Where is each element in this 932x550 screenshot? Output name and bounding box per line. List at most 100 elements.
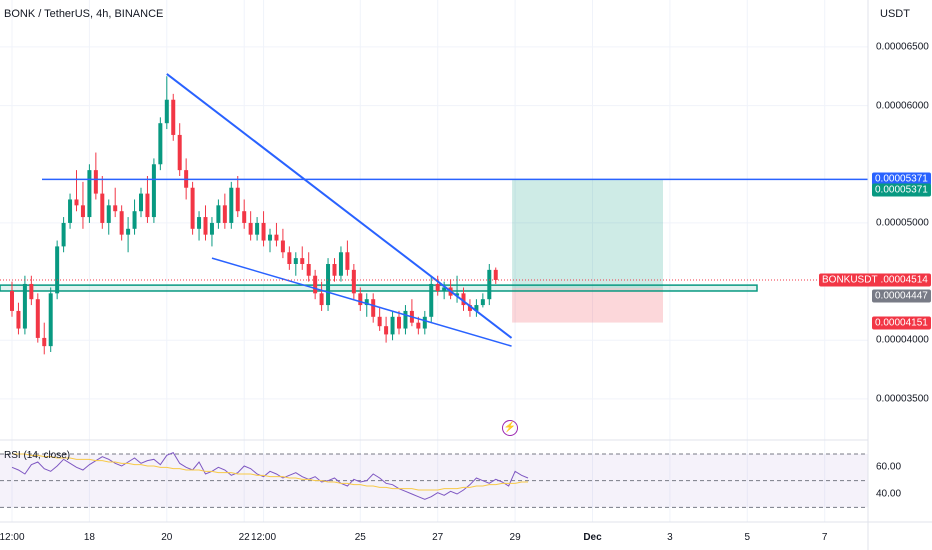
price-tick: 0.00004000 <box>876 334 929 346</box>
candle-body <box>197 217 202 229</box>
drawings <box>0 73 868 347</box>
candle-body <box>306 264 311 276</box>
candle-body <box>280 240 285 253</box>
candle-body <box>132 211 137 229</box>
candle-body <box>487 269 492 300</box>
lightning-event-icon[interactable]: ⚡ <box>502 420 518 436</box>
candle-body <box>68 199 73 223</box>
candle-body <box>467 305 472 311</box>
candle-body <box>371 299 376 317</box>
candle-body <box>61 222 66 247</box>
target-zone <box>512 179 663 288</box>
candle-body <box>151 164 156 218</box>
candle-body <box>255 222 260 235</box>
position-zones <box>0 179 758 323</box>
candle-body <box>397 316 401 329</box>
candle-body <box>22 283 27 329</box>
candle-body <box>87 170 92 218</box>
candle-body <box>313 275 318 294</box>
candle-body <box>422 316 427 329</box>
candle-body <box>93 170 98 194</box>
time-tick: 5 <box>744 532 751 543</box>
rsi-tick: 60.00 <box>876 461 902 473</box>
candle-body <box>190 187 195 229</box>
support-zone <box>0 284 758 292</box>
time-tick: 20 <box>161 532 173 543</box>
time-tick: 12:00 <box>0 532 25 543</box>
candle-body <box>177 134 182 171</box>
candle-body <box>119 211 124 235</box>
candle-body <box>455 293 460 296</box>
rsi-line <box>11 452 529 500</box>
candle-body <box>364 299 369 306</box>
candle-body <box>300 258 305 264</box>
price-badge: 0.00004514 <box>872 273 931 287</box>
candle-body <box>274 234 279 241</box>
candle-body <box>474 305 479 311</box>
candle-body <box>268 234 272 241</box>
time-tick: 27 <box>432 532 444 543</box>
candle-body <box>222 205 227 223</box>
currency-label[interactable]: USDT <box>880 8 910 20</box>
candle-body <box>229 187 234 223</box>
candle-body <box>10 290 14 311</box>
rsi-tick: 40.00 <box>876 488 902 500</box>
time-tick: 3 <box>667 532 673 543</box>
candle-body <box>16 310 21 329</box>
candle-body <box>377 316 382 327</box>
time-tick: 29 <box>509 532 521 543</box>
rsi-title[interactable]: RSI (14, close) <box>4 450 71 461</box>
price-badge: 0.00004447 <box>872 289 931 303</box>
candle-body <box>248 222 253 235</box>
candle-body <box>435 283 440 291</box>
price-tick: 0.00005000 <box>876 217 929 229</box>
candle-body <box>403 310 408 329</box>
candle-body <box>203 217 208 235</box>
candle-body <box>29 283 34 300</box>
candle-body <box>326 264 331 306</box>
time-tick: Dec <box>583 532 602 543</box>
candle-body <box>345 252 350 270</box>
stop-zone <box>512 287 663 323</box>
candle-body <box>384 326 389 335</box>
candle-body <box>171 99 176 135</box>
candle-body <box>480 299 485 306</box>
candle-body <box>338 252 343 276</box>
candle-body <box>145 193 150 218</box>
price-tick: 0.00006000 <box>876 100 929 112</box>
candle-body <box>42 337 47 347</box>
candle-body <box>48 293 53 347</box>
candle-body <box>164 99 169 124</box>
candle-body <box>100 193 105 223</box>
symbol-title[interactable]: BONK / TetherUS, 4h, BINANCE <box>4 8 164 20</box>
wedge-upper-line <box>166 73 513 339</box>
candle-body <box>493 269 498 280</box>
candle-body <box>80 205 85 218</box>
candle-body <box>216 205 221 223</box>
candle-body <box>113 205 118 212</box>
candle-body <box>242 211 247 223</box>
wedge-lower-line <box>211 257 512 347</box>
candle-body <box>416 322 421 329</box>
time-tick: 12:00 <box>251 532 277 543</box>
candle-body <box>55 246 60 294</box>
candle-body <box>442 287 447 291</box>
time-tick: 18 <box>83 532 95 543</box>
time-tick: 22 <box>238 532 250 543</box>
symbol-price-badge: BONKUSDT <box>819 273 881 287</box>
candle-body <box>319 293 324 306</box>
candle-body <box>390 316 395 335</box>
candle-body <box>429 283 434 317</box>
candle-body <box>74 199 79 206</box>
candle-body <box>139 193 143 212</box>
candle-body <box>158 123 163 165</box>
time-tick: 25 <box>354 532 366 543</box>
price-tick: 0.00006500 <box>876 41 929 53</box>
candle-body <box>126 228 131 235</box>
candle-body <box>35 299 40 338</box>
candlestick-series <box>10 76 498 355</box>
candle-body <box>261 222 266 241</box>
candle-body <box>461 293 466 306</box>
candle-body <box>287 252 292 264</box>
